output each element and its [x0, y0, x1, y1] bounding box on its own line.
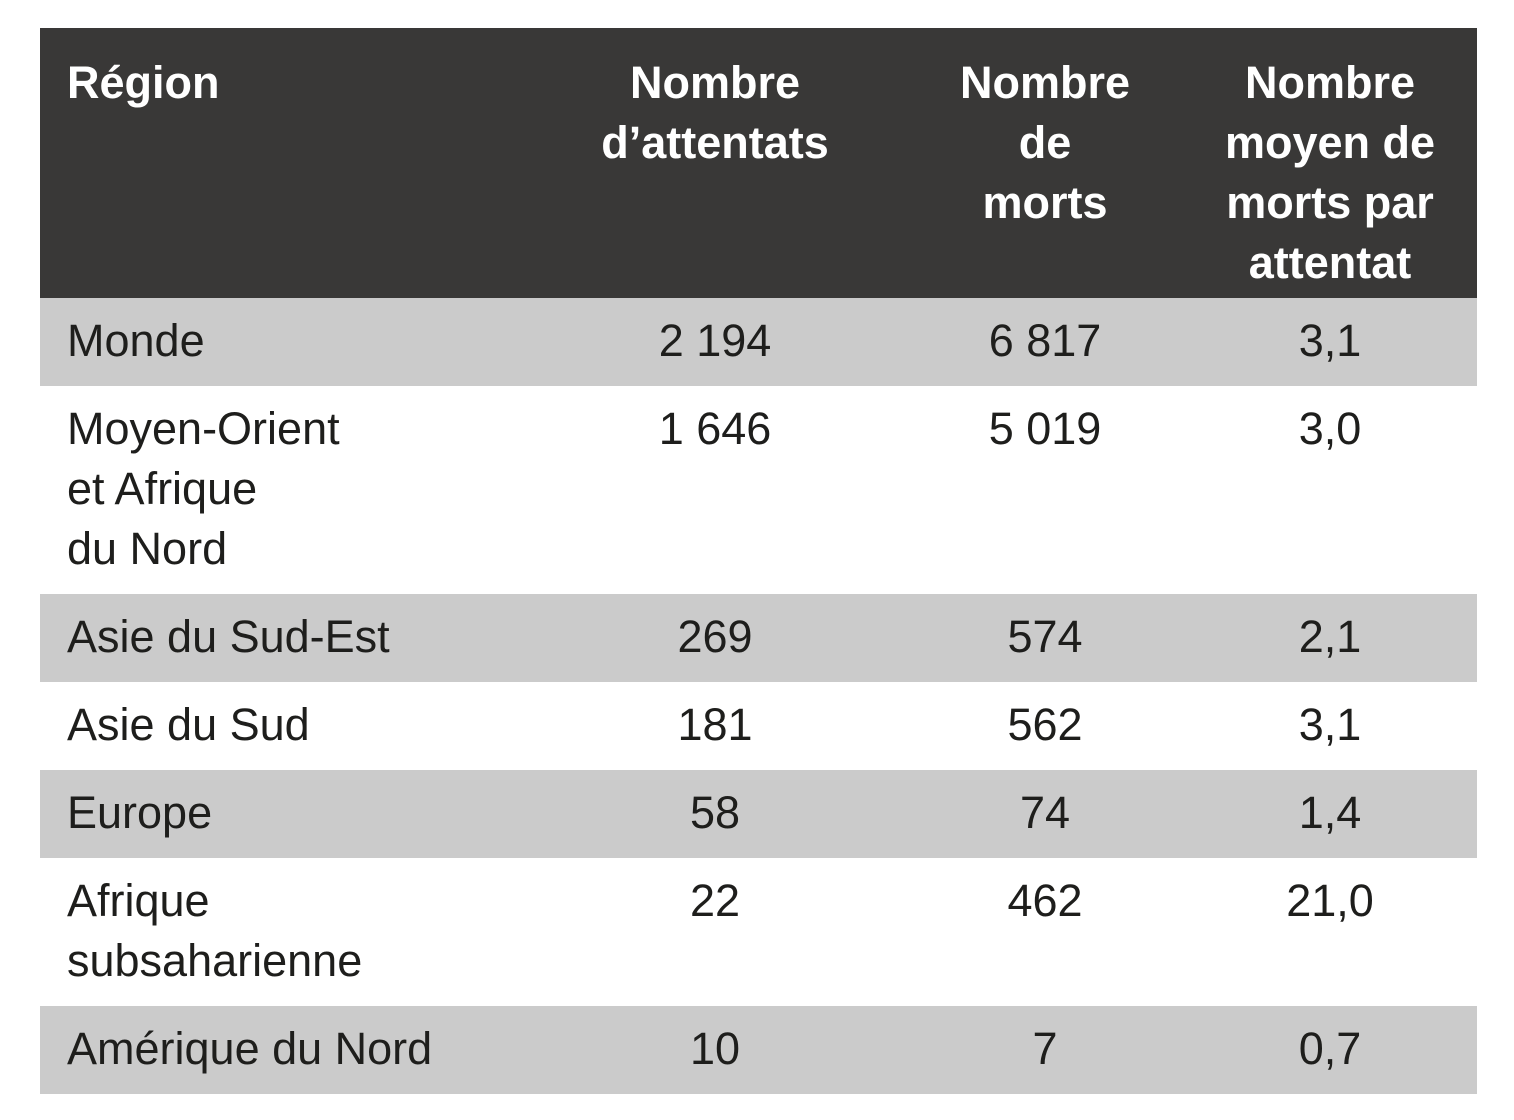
table-row-afrique-subsaharienne: Afrique subsaharienne 22 462 21,0	[40, 858, 1477, 1006]
table-row-amerique-nord: Amérique du Nord 10 7 0,7	[40, 1006, 1477, 1094]
attacks-by-region-table: Région Nombre d’attentats Nombre de mort…	[40, 28, 1477, 1094]
table-body: Monde 2 194 6 817 3,1 Moyen-Orient et Af…	[40, 298, 1477, 1094]
cell-region: Amérique du Nord	[67, 1023, 433, 1074]
cell-region: Afrique subsaharienne	[67, 875, 363, 986]
cell-avg-deaths: 3,0	[1298, 403, 1362, 454]
cell-avg-deaths: 1,4	[1298, 787, 1362, 838]
cell-attacks: 1 646	[658, 403, 772, 454]
cell-deaths: 574	[1007, 611, 1083, 662]
cell-avg-deaths: 21,0	[1286, 875, 1374, 926]
cell-deaths: 7	[1032, 1023, 1058, 1074]
cell-attacks: 10	[689, 1023, 741, 1074]
cell-avg-deaths: 2,1	[1298, 611, 1362, 662]
table-row-asie-sud: Asie du Sud 181 562 3,1	[40, 682, 1477, 770]
table-row-moyen-orient: Moyen-Orient et Afrique du Nord 1 646 5 …	[40, 386, 1477, 594]
cell-region: Monde	[67, 315, 205, 366]
cell-deaths: 6 817	[988, 315, 1102, 366]
column-header-attacks: Nombre d’attentats	[523, 28, 907, 298]
column-header-deaths: Nombre de morts	[907, 28, 1183, 298]
cell-deaths: 5 019	[988, 403, 1102, 454]
cell-region: Europe	[67, 787, 213, 838]
cell-attacks: 181	[677, 699, 753, 750]
cell-region: Asie du Sud-Est	[67, 611, 390, 662]
table-row-europe: Europe 58 74 1,4	[40, 770, 1477, 858]
cell-region: Moyen-Orient et Afrique du Nord	[67, 403, 340, 574]
table-row-monde: Monde 2 194 6 817 3,1	[40, 298, 1477, 386]
header-row: Région Nombre d’attentats Nombre de mort…	[40, 28, 1477, 298]
cell-attacks: 22	[689, 875, 741, 926]
cell-deaths: 74	[1019, 787, 1071, 838]
column-header-region: Région	[40, 28, 523, 298]
cell-attacks: 58	[689, 787, 741, 838]
cell-attacks: 269	[677, 611, 753, 662]
cell-avg-deaths: 3,1	[1298, 315, 1362, 366]
cell-avg-deaths: 0,7	[1298, 1023, 1362, 1074]
table-header: Région Nombre d’attentats Nombre de mort…	[40, 28, 1477, 298]
cell-region: Asie du Sud	[67, 699, 310, 750]
attacks-by-region-table-container: Région Nombre d’attentats Nombre de mort…	[40, 28, 1477, 1094]
cell-avg-deaths: 3,1	[1298, 699, 1362, 750]
table-row-asie-sud-est: Asie du Sud-Est 269 574 2,1	[40, 594, 1477, 682]
cell-attacks: 2 194	[658, 315, 772, 366]
cell-deaths: 462	[1007, 875, 1083, 926]
cell-deaths: 562	[1007, 699, 1083, 750]
column-header-avg-deaths: Nombre moyen de morts par attentat	[1183, 28, 1477, 298]
